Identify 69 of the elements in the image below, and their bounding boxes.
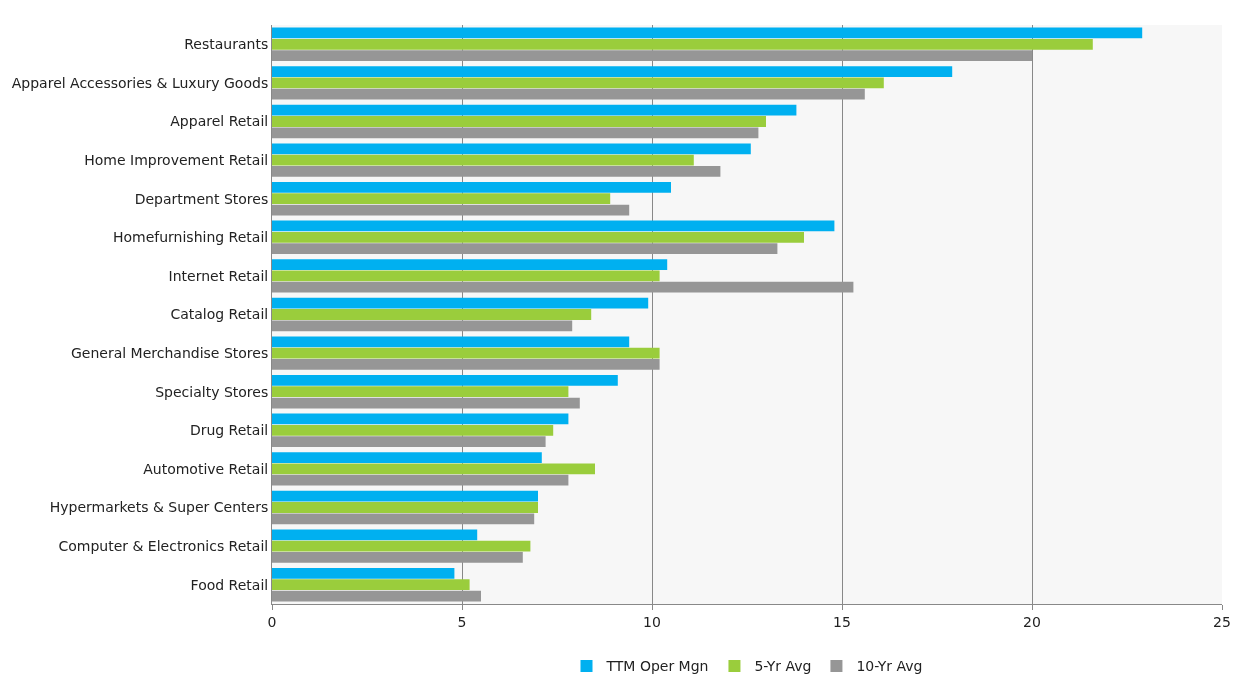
y-tick-label: Home Improvement Retail — [84, 152, 269, 168]
bar — [272, 413, 569, 425]
y-tick-label: Computer & Electronics Retail — [58, 538, 269, 554]
y-tick-label: Food Retail — [190, 576, 269, 593]
bar — [272, 270, 660, 282]
bar — [272, 397, 580, 409]
bar — [272, 502, 538, 513]
bar — [272, 50, 1032, 61]
bar — [272, 231, 804, 243]
bar — [272, 88, 865, 100]
bar — [272, 590, 481, 602]
bar — [272, 204, 630, 216]
bar — [272, 490, 538, 502]
y-tick-label: Specialty Stores — [155, 383, 269, 400]
bar — [272, 27, 1143, 39]
bar — [272, 568, 455, 579]
bar — [272, 513, 535, 525]
bar — [272, 154, 694, 166]
legend-label: 10-Yr Avg — [856, 658, 923, 675]
bar — [272, 38, 1093, 50]
bar — [272, 347, 660, 359]
bar — [272, 336, 630, 348]
y-tick-label: Restaurants — [184, 36, 269, 53]
bar — [272, 127, 759, 139]
bar — [272, 182, 671, 193]
y-tick-label: Homefurnishing Retail — [112, 229, 269, 246]
y-tick-label: Drug Retail — [189, 422, 269, 439]
y-tick-label: Internet Retail — [168, 267, 269, 284]
bar — [272, 552, 523, 563]
bar — [272, 166, 721, 177]
x-tick-label: 5 — [457, 613, 467, 630]
bar — [272, 143, 751, 155]
y-tick-label: Department Stores — [134, 190, 269, 207]
y-tick-label: Catalog Retail — [170, 306, 269, 323]
bar — [272, 116, 766, 127]
bar — [272, 77, 884, 89]
bar — [272, 281, 854, 293]
bar — [272, 297, 649, 309]
y-tick-label: Apparel Accessories & Luxury Goods — [11, 74, 269, 91]
bar — [272, 220, 835, 232]
bar — [272, 66, 953, 77]
bar — [272, 375, 618, 386]
bar — [272, 259, 668, 270]
x-tick-label: 25 — [1213, 613, 1231, 630]
bar — [272, 579, 470, 591]
bar — [272, 359, 660, 370]
x-tick-label: 20 — [1023, 613, 1041, 630]
legend-label: 5-Yr Avg — [754, 658, 812, 675]
bar — [272, 463, 595, 475]
y-tick-label: Apparel Retail — [170, 113, 269, 130]
bar — [272, 529, 478, 541]
y-tick-label: Automotive Retail — [143, 460, 269, 477]
bar — [272, 243, 778, 254]
bar — [272, 104, 797, 116]
bar — [272, 309, 592, 320]
x-tick-label: 10 — [643, 613, 661, 630]
bar — [272, 386, 569, 398]
legend-label: TTM Oper Mgn — [605, 658, 709, 675]
bar — [272, 193, 611, 205]
bar — [272, 320, 573, 332]
bar — [272, 436, 546, 447]
bar — [272, 424, 554, 436]
bar — [272, 540, 531, 552]
y-tick-label: Hypermarkets & Super Centers — [49, 499, 269, 516]
bar — [272, 474, 569, 486]
x-tick-label: 0 — [267, 613, 277, 630]
bar — [272, 452, 542, 463]
y-tick-label: General Merchandise Stores — [70, 345, 269, 361]
x-tick-label: 15 — [833, 613, 851, 630]
